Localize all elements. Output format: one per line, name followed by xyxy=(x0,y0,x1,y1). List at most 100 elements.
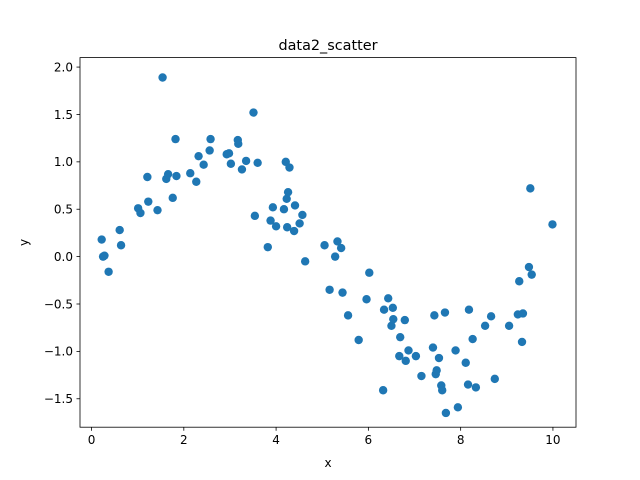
data-point xyxy=(336,243,346,253)
data-point xyxy=(438,386,447,395)
data-point xyxy=(490,374,499,384)
data-point xyxy=(524,262,534,272)
data-point xyxy=(143,172,152,182)
data-point xyxy=(266,216,275,225)
data-point xyxy=(504,321,514,330)
data-point xyxy=(451,346,460,355)
data-point xyxy=(526,184,535,193)
data-point xyxy=(330,252,340,261)
data-point xyxy=(115,225,124,235)
x-tick-label: 4 xyxy=(272,433,280,447)
y-tick-label: −0.5 xyxy=(44,297,73,311)
data-point xyxy=(333,237,342,246)
data-point xyxy=(206,134,215,144)
data-point xyxy=(271,222,281,231)
y-tick-label: 0.0 xyxy=(54,250,73,264)
data-point xyxy=(388,303,398,312)
data-point xyxy=(343,311,353,320)
y-tick-label: −1.5 xyxy=(44,392,73,406)
data-point xyxy=(172,171,181,181)
data-point xyxy=(517,337,527,347)
data-point xyxy=(289,226,299,236)
chart-title: data2_scatter xyxy=(278,38,377,54)
data-point xyxy=(163,169,173,179)
data-point xyxy=(441,408,451,418)
data-point xyxy=(378,386,388,395)
y-tick-label: 0.5 xyxy=(54,203,73,217)
data-point xyxy=(395,351,404,361)
data-point xyxy=(480,321,490,330)
data-point xyxy=(290,201,300,210)
data-point xyxy=(396,332,405,342)
data-point xyxy=(282,223,292,232)
x-tick-label: 2 xyxy=(180,433,188,447)
data-point xyxy=(362,295,371,304)
data-point xyxy=(249,108,258,117)
x-tick-label: 10 xyxy=(545,433,560,447)
data-point xyxy=(384,294,393,303)
data-point xyxy=(338,288,347,297)
data-point xyxy=(320,241,329,250)
x-tick-label: 0 xyxy=(88,433,96,447)
data-point xyxy=(379,305,389,314)
data-point xyxy=(365,268,374,277)
data-point xyxy=(116,241,126,250)
data-point xyxy=(486,312,496,321)
y-tick-label: 1.5 xyxy=(54,108,73,122)
data-point xyxy=(250,211,260,221)
data-point xyxy=(268,203,278,212)
data-point xyxy=(515,277,524,286)
data-point xyxy=(104,267,113,276)
data-point xyxy=(282,194,291,204)
data-point xyxy=(527,270,536,279)
data-point xyxy=(226,159,236,168)
data-point xyxy=(199,160,208,169)
data-point xyxy=(97,235,106,244)
data-point xyxy=(434,353,444,363)
y-tick-label: 2.0 xyxy=(54,60,73,74)
data-point xyxy=(411,351,421,361)
data-point xyxy=(153,205,162,215)
data-point xyxy=(168,193,177,203)
data-point xyxy=(518,309,528,318)
data-point xyxy=(354,335,363,345)
data-point xyxy=(387,321,396,330)
data-point xyxy=(192,177,201,186)
data-point xyxy=(295,219,304,228)
data-point xyxy=(234,139,243,149)
data-points xyxy=(97,73,557,418)
data-point xyxy=(389,314,398,324)
x-axis-ticks: 0 2 4 6 8 10 xyxy=(88,427,561,447)
data-point xyxy=(430,311,439,320)
data-point xyxy=(279,205,289,214)
data-point xyxy=(205,146,214,155)
data-point xyxy=(325,285,334,294)
data-point xyxy=(463,380,473,389)
x-tick-label: 8 xyxy=(457,433,465,447)
data-point xyxy=(404,346,413,355)
data-point xyxy=(136,208,145,218)
data-point xyxy=(471,383,481,392)
data-point xyxy=(171,134,180,144)
data-point xyxy=(417,371,426,381)
data-point xyxy=(440,308,450,317)
plot-area-frame xyxy=(79,57,577,428)
data-point xyxy=(158,73,167,82)
data-point xyxy=(300,257,310,266)
data-point xyxy=(100,251,109,260)
data-point xyxy=(285,163,294,172)
data-point xyxy=(253,158,262,167)
y-axis-ticks: −1.5 −1.0 −0.5 0.0 0.5 1.0 1.5 2.0 xyxy=(44,60,80,406)
data-point xyxy=(224,149,234,158)
data-point xyxy=(428,343,438,352)
data-point xyxy=(468,334,477,344)
data-point xyxy=(298,210,307,220)
x-tick-label: 6 xyxy=(365,433,373,447)
data-point xyxy=(400,315,410,325)
data-point xyxy=(186,169,195,178)
data-point xyxy=(263,242,272,252)
data-point xyxy=(241,156,251,166)
y-axis-label: y xyxy=(17,239,31,246)
y-tick-label: −1.0 xyxy=(44,345,73,359)
